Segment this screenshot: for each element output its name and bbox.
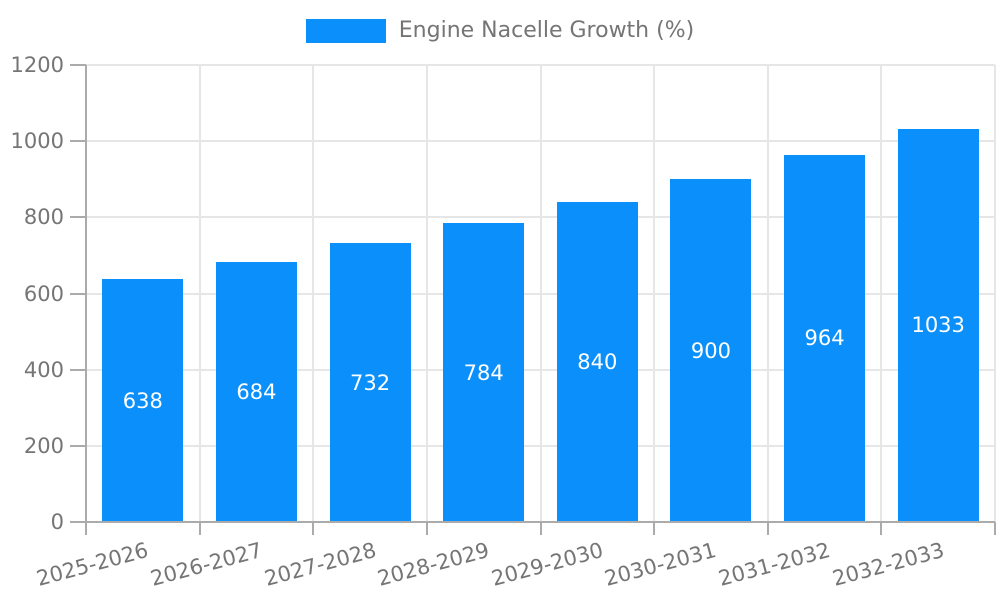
y-tick-mark <box>70 292 86 295</box>
gridline-vertical <box>539 65 542 522</box>
legend-swatch <box>305 19 386 43</box>
x-tick-mark <box>994 522 996 535</box>
legend-label: Engine Nacelle Growth (%) <box>398 18 695 43</box>
x-tick-mark <box>312 522 315 535</box>
y-tick-label: 200 <box>23 433 64 458</box>
bar-value-label: 964 <box>804 326 845 351</box>
x-tick-label: 2030-2031 <box>602 538 720 591</box>
gridline-vertical <box>994 65 996 522</box>
bar: 840 <box>556 202 638 522</box>
gridline-vertical <box>198 65 201 522</box>
x-tick-label: 2026-2027 <box>147 538 265 591</box>
bar-value-label: 684 <box>236 379 277 404</box>
bar-value-label: 1033 <box>911 313 965 338</box>
x-tick-mark <box>425 522 428 535</box>
x-tick-label: 2025-2026 <box>34 538 152 591</box>
y-tick-mark <box>70 521 86 523</box>
bar-value-label: 840 <box>577 350 618 375</box>
gridline-vertical <box>766 65 769 522</box>
x-tick-mark <box>766 522 769 535</box>
bar: 900 <box>670 179 752 522</box>
bar: 638 <box>102 279 184 522</box>
gridline-vertical <box>653 65 656 522</box>
x-tick-label: 2029-2030 <box>488 538 606 591</box>
y-tick-label: 0 <box>50 510 64 534</box>
bar-value-label: 784 <box>463 360 504 385</box>
x-tick-label: 2032-2033 <box>829 538 947 591</box>
y-tick-mark <box>70 368 86 371</box>
x-tick-mark <box>85 522 87 535</box>
y-axis-line <box>85 65 87 522</box>
y-tick-mark <box>70 216 86 219</box>
bar: 784 <box>443 223 525 522</box>
x-tick-mark <box>539 522 542 535</box>
plot-area: 0 200 400 600 800 1000 1200 638 684 732 784 840 900 9… <box>11 53 996 591</box>
y-tick-label: 400 <box>23 357 64 382</box>
y-tick-label: 600 <box>23 281 64 306</box>
bar: 964 <box>784 154 866 522</box>
y-tick-mark <box>70 140 86 143</box>
x-tick-mark <box>880 522 883 535</box>
bar: 684 <box>215 261 297 522</box>
y-tick-label: 1200 <box>10 53 64 77</box>
x-tick-label: 2028-2029 <box>375 538 492 591</box>
gridline-vertical <box>880 65 883 522</box>
bar: 732 <box>329 243 411 522</box>
gridline-vertical <box>312 65 315 522</box>
x-tick-mark <box>198 522 201 535</box>
y-tick-mark <box>70 444 86 447</box>
y-tick-label: 800 <box>23 205 64 230</box>
x-tick-label: 2031-2032 <box>715 538 833 591</box>
x-tick-mark <box>653 522 656 535</box>
bar-value-label: 732 <box>350 370 391 395</box>
bar: 1033 <box>897 128 979 522</box>
gridline-vertical <box>425 65 428 522</box>
y-tick-label: 1000 <box>10 129 64 154</box>
legend: Engine Nacelle Growth (%) <box>0 19 1000 43</box>
y-tick-mark <box>70 64 86 66</box>
bar-value-label: 638 <box>122 388 163 413</box>
x-axis-line <box>86 521 995 523</box>
bar-value-label: 900 <box>690 338 731 363</box>
x-tick-label: 2027-2028 <box>261 538 379 591</box>
